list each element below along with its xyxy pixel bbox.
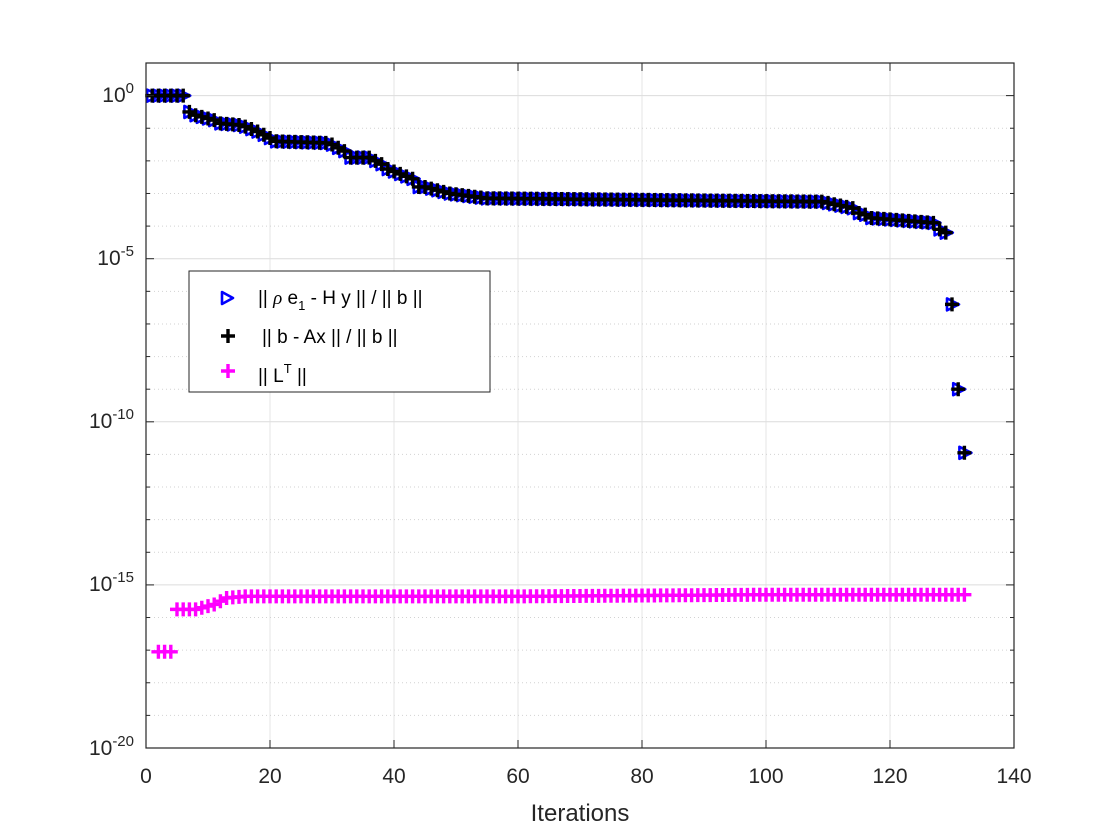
legend-label: || b - Ax || / || b || bbox=[262, 327, 398, 348]
ticks bbox=[145, 62, 1015, 749]
x-tick-label: 120 bbox=[872, 765, 907, 788]
legend-marker-plus-black bbox=[221, 329, 235, 343]
legend-entry-residual-estimate: || ρ e1 - H y || / || b || bbox=[220, 288, 423, 313]
x-tick-label: 80 bbox=[630, 765, 653, 788]
data-point-plus bbox=[176, 88, 191, 103]
y-tick-label: 100 bbox=[102, 80, 134, 107]
x-tick-label: 60 bbox=[506, 765, 529, 788]
x-tick-label: 100 bbox=[748, 765, 783, 788]
data-point-plus bbox=[945, 297, 959, 312]
x-axis-label: Iterations bbox=[531, 800, 630, 827]
y-tick-label: 10-5 bbox=[97, 243, 134, 270]
plot-box bbox=[145, 62, 1015, 749]
data-point-plus bbox=[957, 587, 972, 602]
x-tick-label: 40 bbox=[382, 765, 405, 788]
x-tick-label: 20 bbox=[258, 765, 281, 788]
legend: || ρ e1 - H y || / || b || || b - Ax || … bbox=[188, 270, 491, 393]
data-point-plus bbox=[951, 382, 966, 397]
data-point-plus bbox=[163, 644, 178, 659]
data-point-plus bbox=[957, 445, 972, 460]
x-tick-label: 140 bbox=[996, 765, 1031, 788]
x-tick-label: 0 bbox=[140, 765, 152, 788]
series-3 bbox=[151, 587, 972, 659]
legend-box bbox=[188, 270, 491, 393]
series-layer bbox=[145, 88, 973, 659]
legend-entry-lt-norm: || LT || bbox=[221, 361, 307, 387]
y-tick-label: 10-20 bbox=[89, 733, 134, 760]
legend-marker-triangle bbox=[220, 290, 235, 306]
legend-marker-plus-magenta bbox=[221, 364, 235, 378]
y-tick-label: 10-10 bbox=[89, 406, 134, 433]
data-point-plus bbox=[405, 171, 420, 186]
y-tick-label: 10-15 bbox=[89, 569, 134, 596]
legend-label: || ρ e1 - H y || / || b || bbox=[258, 288, 423, 313]
y-tick-labels: 10-20 10-15 10-10 10-5 100 bbox=[89, 80, 134, 760]
series-2 bbox=[145, 88, 972, 460]
legend-entry-true-residual: || b - Ax || / || b || bbox=[221, 327, 398, 348]
plot-area bbox=[146, 63, 1014, 748]
data-point-plus bbox=[938, 225, 953, 240]
x-tick-labels: 0 20 40 60 80 100 120 140 bbox=[140, 765, 1031, 788]
legend-label: || LT || bbox=[258, 361, 307, 387]
